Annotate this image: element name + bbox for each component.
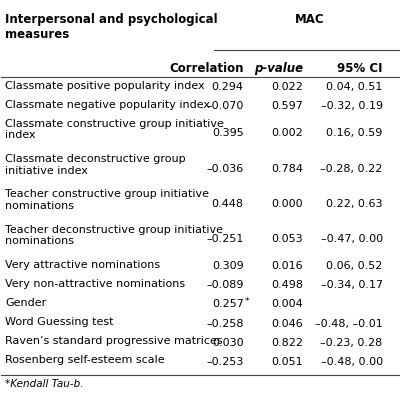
Text: Teacher constructive group initiative
nominations: Teacher constructive group initiative no… — [5, 189, 209, 211]
Text: Rosenberg self-esteem scale: Rosenberg self-esteem scale — [5, 355, 165, 365]
Text: Gender: Gender — [5, 298, 47, 308]
Text: –0.070: –0.070 — [206, 101, 244, 111]
Text: 0.822: 0.822 — [271, 338, 303, 348]
Text: 0.597: 0.597 — [272, 101, 303, 111]
Text: 0.016: 0.016 — [272, 261, 303, 271]
Text: 0.053: 0.053 — [272, 234, 303, 244]
Text: 0.004: 0.004 — [272, 299, 303, 310]
Text: Interpersonal and psychological
measures: Interpersonal and psychological measures — [5, 13, 218, 41]
Text: 0.04, 0.51: 0.04, 0.51 — [326, 82, 383, 92]
Text: Teacher deconstructive group initiative
nominations: Teacher deconstructive group initiative … — [5, 225, 223, 246]
Text: –0.23, 0.28: –0.23, 0.28 — [320, 338, 383, 348]
Text: 0.022: 0.022 — [272, 82, 303, 92]
Text: –0.48, 0.00: –0.48, 0.00 — [320, 357, 383, 367]
Text: 0.06, 0.52: 0.06, 0.52 — [326, 261, 383, 271]
Text: Classmate constructive group initiative
index: Classmate constructive group initiative … — [5, 119, 224, 141]
Text: Word Guessing test: Word Guessing test — [5, 317, 114, 327]
Text: Very attractive nominations: Very attractive nominations — [5, 260, 160, 270]
Text: Classmate positive popularity index: Classmate positive popularity index — [5, 81, 205, 91]
Text: 0.257: 0.257 — [212, 299, 244, 310]
Text: 0.000: 0.000 — [272, 199, 303, 209]
Text: 0.046: 0.046 — [272, 318, 303, 329]
Text: Classmate negative popularity index: Classmate negative popularity index — [5, 100, 210, 110]
Text: 0.294: 0.294 — [212, 82, 244, 92]
Text: –0.253: –0.253 — [206, 357, 244, 367]
Text: –0.036: –0.036 — [206, 164, 244, 173]
Text: *Kendall Tau-b.: *Kendall Tau-b. — [5, 379, 84, 389]
Text: 0.784: 0.784 — [271, 164, 303, 173]
Text: p-value: p-value — [254, 62, 303, 75]
Text: –0.32, 0.19: –0.32, 0.19 — [320, 101, 383, 111]
Text: 0.002: 0.002 — [272, 128, 303, 139]
Text: –0.258: –0.258 — [206, 318, 244, 329]
Text: Correlation: Correlation — [169, 62, 244, 75]
Text: 0.22, 0.63: 0.22, 0.63 — [326, 199, 383, 209]
Text: 0.309: 0.309 — [212, 261, 244, 271]
Text: *: * — [244, 297, 249, 306]
Text: 0.051: 0.051 — [272, 357, 303, 367]
Text: MAC: MAC — [294, 13, 324, 26]
Text: 0.448: 0.448 — [212, 199, 244, 209]
Text: 0.498: 0.498 — [271, 280, 303, 291]
Text: –0.48, –0.01: –0.48, –0.01 — [315, 318, 383, 329]
Text: 0.395: 0.395 — [212, 128, 244, 139]
Text: –0.28, 0.22: –0.28, 0.22 — [320, 164, 383, 173]
Text: 0.030: 0.030 — [212, 338, 244, 348]
Text: 95% CI: 95% CI — [337, 62, 383, 75]
Text: Raven’s standard progressive matrices: Raven’s standard progressive matrices — [5, 336, 223, 346]
Text: Very non-attractive nominations: Very non-attractive nominations — [5, 279, 186, 289]
Text: –0.47, 0.00: –0.47, 0.00 — [320, 234, 383, 244]
Text: Classmate deconstructive group
initiative index: Classmate deconstructive group initiativ… — [5, 154, 186, 175]
Text: 0.16, 0.59: 0.16, 0.59 — [326, 128, 383, 139]
Text: –0.251: –0.251 — [206, 234, 244, 244]
Text: –0.34, 0.17: –0.34, 0.17 — [320, 280, 383, 291]
Text: –0.089: –0.089 — [206, 280, 244, 291]
